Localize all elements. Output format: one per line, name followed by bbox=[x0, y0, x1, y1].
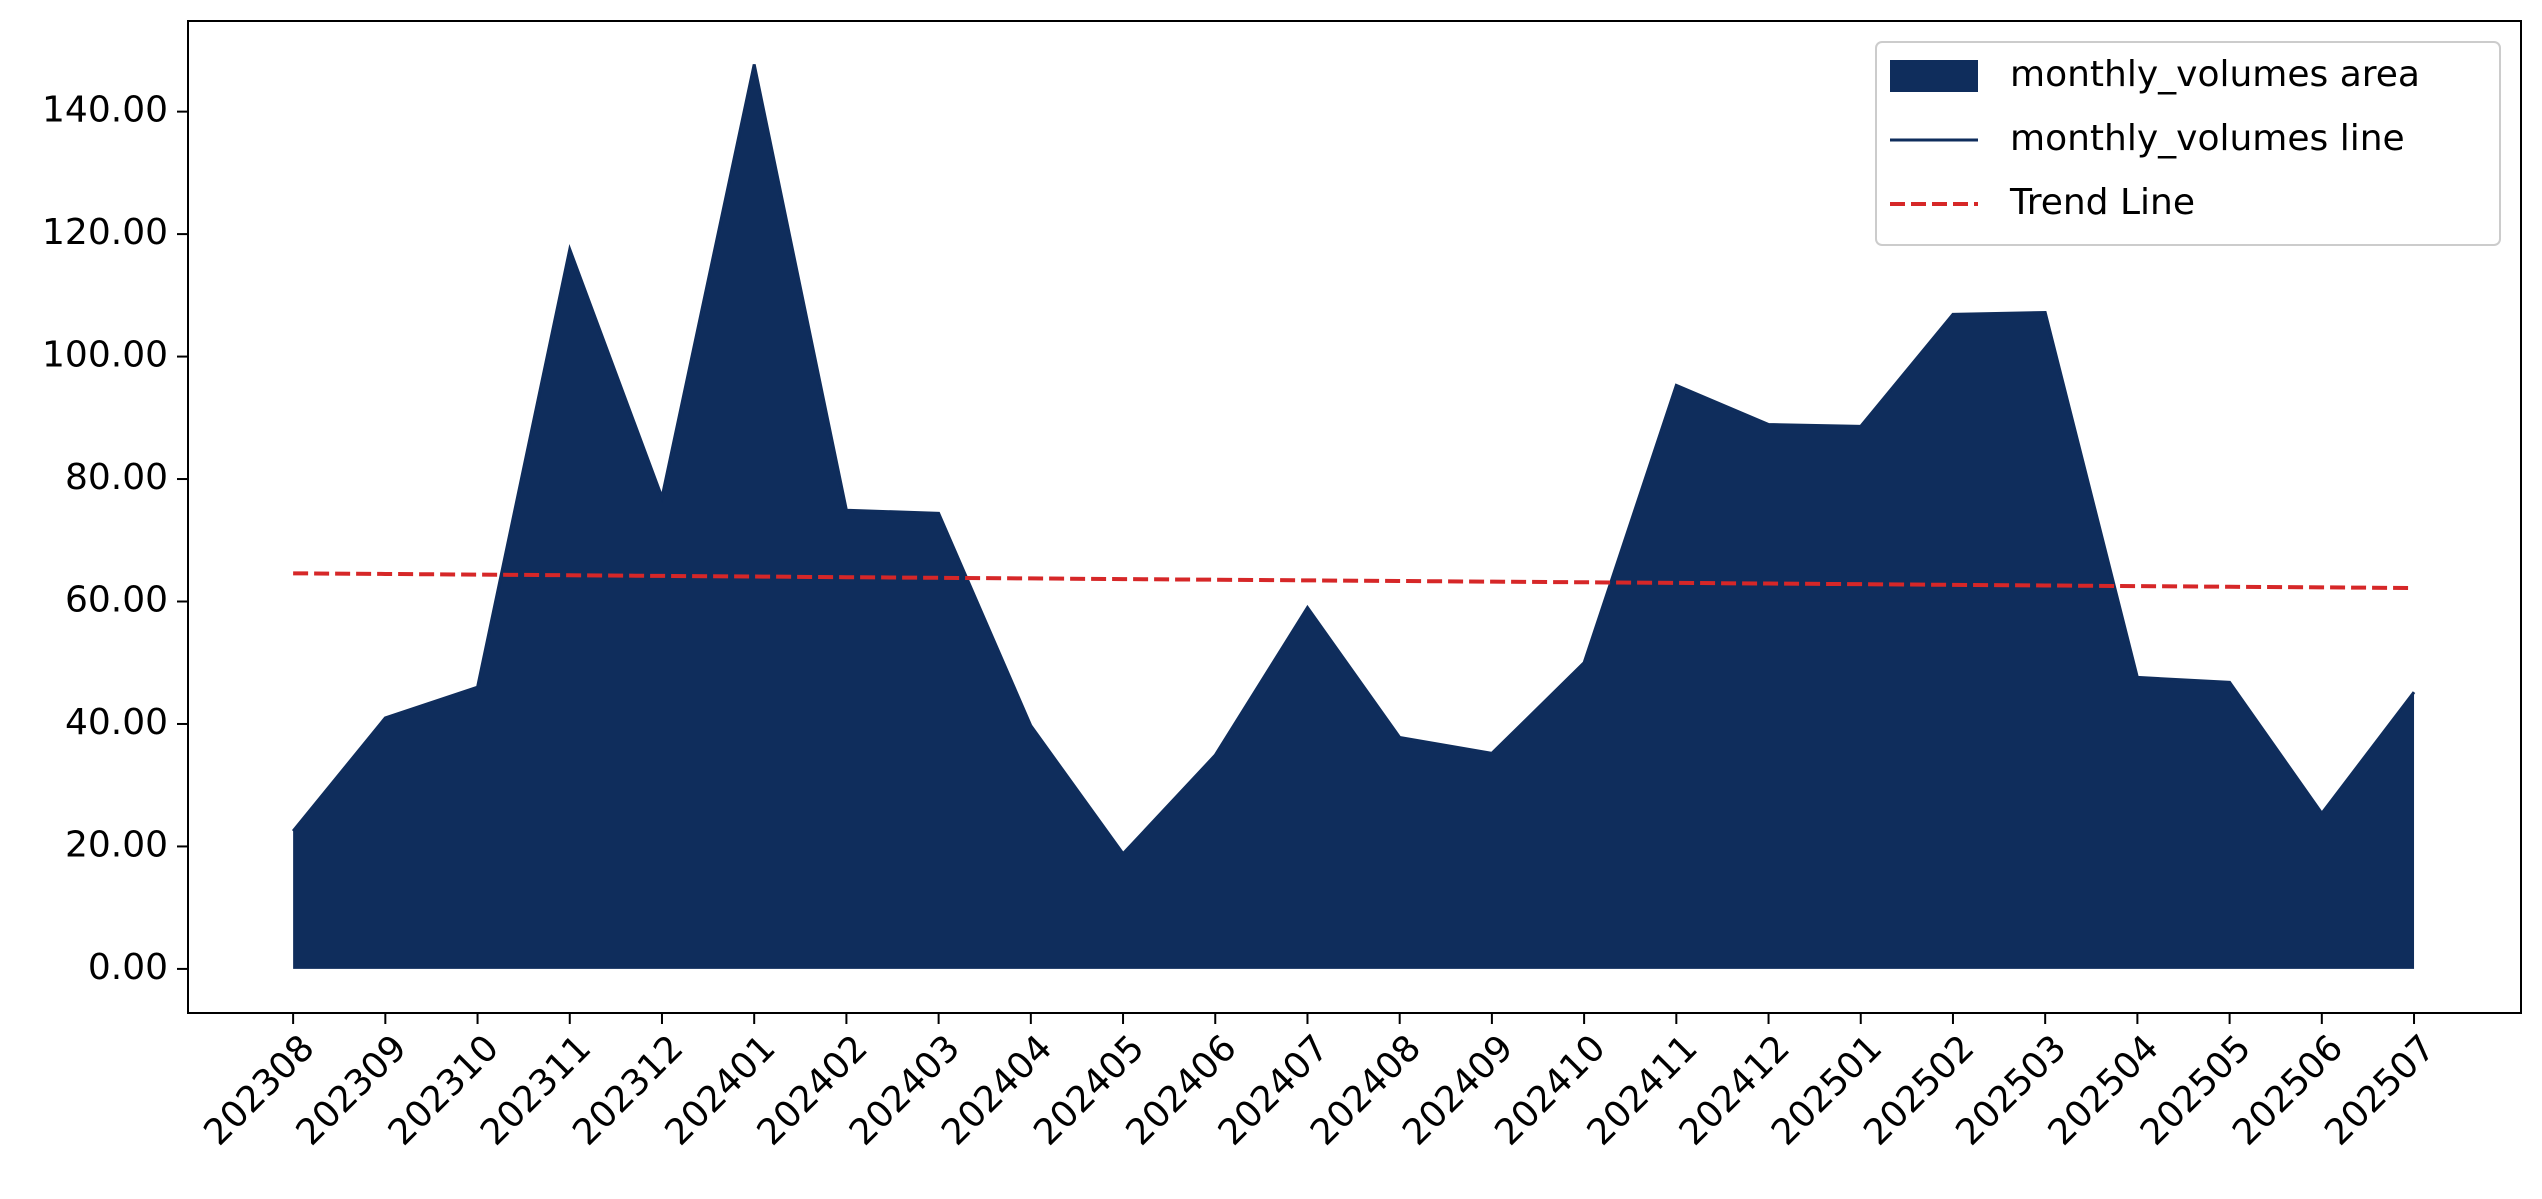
plot-frame bbox=[187, 20, 2522, 1014]
legend-swatch bbox=[1890, 60, 1978, 92]
legend-label: Trend Line bbox=[2009, 182, 2195, 223]
legend: monthly_volumes area monthly_volumes line… bbox=[1875, 41, 2501, 246]
y-tick-label: 140.00 bbox=[42, 90, 168, 131]
area bbox=[293, 64, 2415, 969]
y-tick-label: 40.00 bbox=[65, 702, 168, 743]
y-tick-label: 20.00 bbox=[65, 824, 168, 865]
legend-label: monthly_volumes area bbox=[2010, 54, 2420, 95]
y-tick-label: 80.00 bbox=[65, 457, 168, 498]
legend-label: monthly_volumes line bbox=[2010, 118, 2405, 159]
trend-line bbox=[293, 571, 2415, 591]
legend-box bbox=[1875, 41, 2501, 246]
y-tick-label: 120.00 bbox=[42, 212, 168, 253]
y-tick-label: 100.00 bbox=[42, 335, 168, 376]
y-tick-label: 60.00 bbox=[65, 580, 168, 621]
line bbox=[291, 64, 2416, 857]
y-tick-label: 0.00 bbox=[88, 947, 168, 988]
